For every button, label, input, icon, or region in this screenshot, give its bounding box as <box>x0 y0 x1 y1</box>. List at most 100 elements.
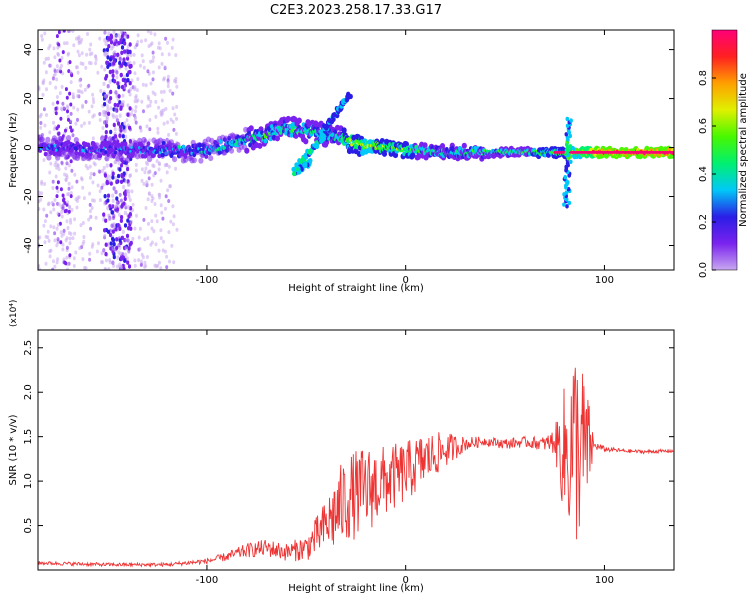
spectrogram-cell <box>51 135 58 142</box>
snr-y-label: SNR (10 * v/v) <box>8 414 19 485</box>
spectrogram-cell <box>146 141 151 147</box>
spectrogram-cell <box>110 46 114 51</box>
spectrogram-cell <box>66 226 70 230</box>
spectrogram-cell <box>66 192 70 197</box>
spectrogram-cell <box>44 57 48 61</box>
spectrogram-cell <box>134 168 138 173</box>
spectrogram-cell <box>75 205 79 210</box>
spectrogram-cell <box>64 208 68 213</box>
spectrogram-cell <box>145 255 149 259</box>
spectrogram-cell <box>131 236 135 241</box>
spectrogram-cell <box>108 79 112 84</box>
spectrogram-cell <box>129 226 133 231</box>
spectrogram-cell <box>55 34 59 39</box>
spectrogram-cell <box>103 38 107 43</box>
spectrogram-cell <box>39 136 46 143</box>
spectrogram-cell <box>57 167 61 172</box>
spectrogram-cell <box>124 179 128 184</box>
spectrogram-cell <box>118 56 122 62</box>
spectrogram-cell <box>120 101 124 106</box>
spectrogram-cell <box>165 163 169 167</box>
spectrogram-cell <box>72 264 76 268</box>
spectrogram-cell <box>69 111 73 116</box>
spectrogram-cell <box>100 64 104 69</box>
spectrogram-cell <box>57 202 61 207</box>
spectrogram-cell <box>136 98 140 103</box>
spectrogram-cell <box>64 128 67 133</box>
spectrogram-cell <box>175 116 178 121</box>
spectrogram-cell <box>160 109 164 114</box>
spectrogram-cell <box>171 204 175 209</box>
spectrogram-cell <box>165 265 169 270</box>
spectrogram-cell <box>132 52 136 57</box>
spectrogram-cell <box>128 242 132 247</box>
spectrogram-cell <box>140 53 144 58</box>
spectrogram-cell <box>52 120 55 125</box>
spectrogram-cell <box>159 90 163 94</box>
spectrogram-cell <box>51 267 55 270</box>
spectrogram-cell <box>120 45 125 50</box>
spectrogram-cell <box>81 242 85 246</box>
spectrogram-cell <box>167 164 171 169</box>
spectrogram-cell <box>148 138 152 143</box>
spectrogram-cell <box>117 33 121 38</box>
spectrogram-cell <box>191 157 197 164</box>
spectrogram-cell <box>104 41 108 46</box>
spectrogram-cell <box>45 136 51 143</box>
spectrogram-cell <box>103 228 107 233</box>
spectrogram-cell <box>56 223 60 227</box>
spectrogram-cell <box>39 121 43 125</box>
spectrogram-cell <box>106 55 110 60</box>
spectrogram-cell <box>52 46 56 51</box>
spectrogram-cell <box>123 128 127 134</box>
spectrogram-cell <box>98 189 102 194</box>
spectrogram-cell <box>109 106 113 111</box>
spectrogram-cell <box>128 173 132 179</box>
spectrogram-cell <box>81 221 85 225</box>
spectrogram-cell <box>143 170 147 175</box>
spectrogram-cell <box>58 91 62 96</box>
spectrogram-cell <box>151 77 155 82</box>
spectrogram-cell <box>77 53 81 58</box>
spectrogram-cell <box>147 176 151 181</box>
spectrogram-cell <box>65 245 69 250</box>
spectrogram-cell <box>100 185 104 190</box>
spectrogram-cell <box>126 56 130 61</box>
spectrogram-cell <box>171 106 175 111</box>
spectrogram-y-ticks: -40 -20 0 20 40 <box>23 43 674 254</box>
spectrogram-cell <box>167 132 171 137</box>
spectrogram-cell <box>439 143 446 149</box>
spectrogram-cell <box>381 150 388 157</box>
spectrogram-cell <box>105 73 109 79</box>
spectrogram-cell <box>136 77 140 81</box>
spectrogram-cell <box>88 209 92 214</box>
spectrogram-cell <box>115 196 119 201</box>
spectrogram-cell <box>158 46 162 51</box>
spectrogram-cell <box>392 152 399 159</box>
spectrogram-cell <box>55 226 59 231</box>
spectrogram-cell <box>133 71 137 76</box>
spectrogram-cell <box>65 255 69 260</box>
spectrogram-cell <box>38 207 41 211</box>
spectrogram-cell <box>129 219 133 225</box>
spectrogram-cell <box>116 255 120 260</box>
spectrogram-cell <box>565 161 570 166</box>
spectrogram-cell <box>51 101 55 106</box>
spectrogram-cell <box>114 227 118 232</box>
spectrogram-cell <box>119 251 123 257</box>
spectrogram-cell <box>144 206 148 210</box>
spectrogram-cell <box>110 223 114 228</box>
spectrogram-cell <box>82 121 86 126</box>
spectrogram-cell <box>118 266 122 270</box>
spectrogram-cell <box>117 121 121 126</box>
spectrogram-cell <box>134 115 137 120</box>
spectrogram-cell <box>56 51 60 56</box>
spectrogram-cell <box>134 162 138 167</box>
spectrogram-cell <box>174 131 178 136</box>
spectrogram-cell <box>60 233 64 238</box>
spectrogram-cell <box>125 256 129 261</box>
spectrogram-cell <box>162 239 165 244</box>
spectrogram-cell <box>139 128 143 133</box>
spectrogram-cell <box>177 145 181 149</box>
spectrogram-cell <box>164 106 168 111</box>
